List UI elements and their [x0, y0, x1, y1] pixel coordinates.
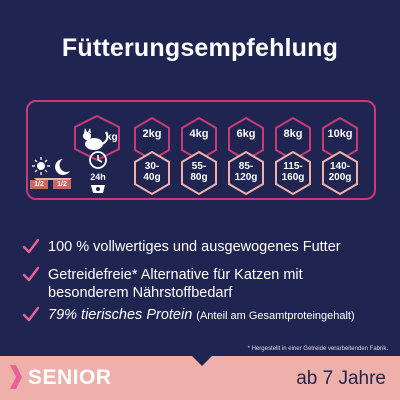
cat-icon [83, 128, 109, 150]
page-title: Fütterungsempfehlung [61, 34, 339, 62]
weight-unit-label: kg [106, 132, 118, 143]
weight-label: 8kg [283, 128, 303, 140]
moon-icon [55, 159, 70, 175]
amount-hex-6kg: 85- 120g [227, 150, 265, 196]
weight-hex-2kg: 2kg [133, 116, 171, 162]
footer-notch [192, 356, 212, 366]
amount-label: 115- 160g [281, 161, 305, 183]
senior-label: SENIOR [28, 366, 112, 389]
weight-label: 10kg [327, 128, 353, 140]
daily-period: 24h [80, 150, 116, 196]
age-label: ab 7 Jahre [296, 368, 386, 389]
amount-label: 85- 120g [234, 161, 258, 183]
checkmark-icon [22, 266, 40, 282]
footnote: * Hergestellt in einer Getreide verarbei… [247, 346, 388, 352]
bowl-icon [91, 185, 105, 193]
checkmark-icon [22, 306, 40, 322]
amount-hex-2kg: 30- 40g [133, 150, 171, 196]
clock-icon [89, 151, 107, 169]
amount-hex-4kg: 55- 80g [180, 150, 218, 196]
checkmark-icon [22, 238, 40, 254]
weight-hex-4kg: 4kg [180, 116, 218, 162]
benefit-item-1: 100 % vollwertiges und ausgewogenes Futt… [48, 239, 341, 255]
portion-night: 1/2 [53, 180, 71, 189]
cat-hexagon [74, 114, 120, 162]
amount-hex-10kg: 140- 200g [321, 150, 359, 196]
weight-label: 6kg [236, 128, 256, 140]
weight-hex-8kg: 8kg [274, 116, 312, 162]
cat-weight-header [72, 114, 122, 162]
benefit-item-3: 79% tierisches Protein (Anteil am Gesamt… [48, 307, 355, 323]
period-label: 24h [90, 172, 106, 182]
benefit-item-2: Getreidefreie* Alternative für Katzen mi… [48, 267, 303, 301]
arrow-icon [10, 365, 22, 389]
weight-label: 4kg [189, 128, 209, 140]
day-night-icons [30, 156, 76, 190]
amount-hex-8kg: 115- 160g [274, 150, 312, 196]
amount-label: 140- 200g [328, 161, 352, 183]
amount-label: 30- 40g [143, 161, 161, 183]
benefit-note: (Anteil am Gesamtproteingehalt) [196, 310, 355, 322]
sun-icon [32, 157, 50, 175]
amount-label: 55- 80g [190, 161, 208, 183]
weight-label: 2kg [142, 128, 162, 140]
portion-day: 1/2 [30, 180, 48, 189]
feeding-table-frame [26, 100, 376, 200]
